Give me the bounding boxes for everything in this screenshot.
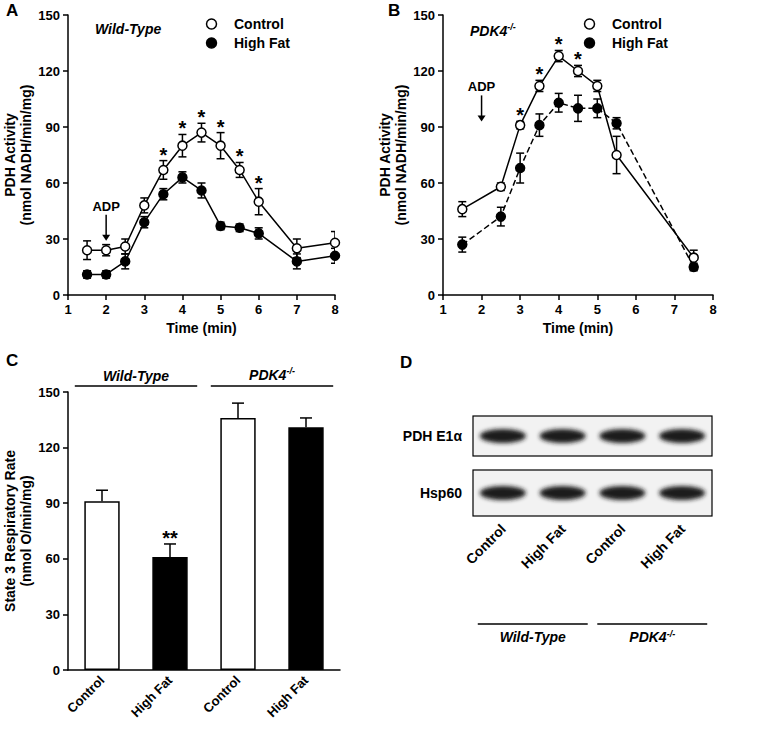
svg-text:*: * <box>555 33 563 55</box>
svg-text:150: 150 <box>413 8 435 23</box>
svg-text:150: 150 <box>38 8 60 23</box>
svg-text:Wild-Type: Wild-Type <box>103 368 169 384</box>
svg-text:2: 2 <box>103 302 110 317</box>
svg-text:State 3 Respiratory Rate: State 3 Respiratory Rate <box>2 450 18 612</box>
svg-text:7: 7 <box>293 302 300 317</box>
svg-text:D: D <box>400 353 412 372</box>
svg-text:*: * <box>179 117 187 139</box>
svg-text:30: 30 <box>46 607 60 622</box>
svg-text:60: 60 <box>46 551 60 566</box>
svg-text:120: 120 <box>413 64 435 79</box>
svg-text:120: 120 <box>38 64 60 79</box>
svg-text:B: B <box>388 1 400 20</box>
svg-text:Control: Control <box>462 521 509 568</box>
svg-text:*: * <box>236 145 244 167</box>
svg-text:(nmol O/min/mg): (nmol O/min/mg) <box>18 475 34 586</box>
svg-text:0: 0 <box>53 288 60 303</box>
svg-text:30: 30 <box>421 232 435 247</box>
svg-text:Wild-Type: Wild-Type <box>95 21 161 37</box>
svg-text:Control: Control <box>64 673 107 716</box>
svg-text:PDK4-/-: PDK4-/- <box>629 629 675 645</box>
svg-text:0: 0 <box>53 663 60 678</box>
svg-text:High Fat: High Fat <box>128 672 176 720</box>
svg-text:(nmol NADH/min/mg): (nmol NADH/min/mg) <box>18 85 34 226</box>
svg-text:-/-: -/- <box>507 22 516 32</box>
svg-text:60: 60 <box>46 176 60 191</box>
svg-text:C: C <box>6 351 18 370</box>
svg-text:*: * <box>516 104 524 126</box>
svg-text:8: 8 <box>709 302 716 317</box>
svg-text:PDH Activity: PDH Activity <box>2 113 18 197</box>
svg-text:Wild-Type: Wild-Type <box>500 629 566 645</box>
svg-text:4: 4 <box>179 302 187 317</box>
svg-text:Time (min): Time (min) <box>166 320 237 336</box>
svg-text:6: 6 <box>632 302 639 317</box>
svg-text:*: * <box>159 144 167 166</box>
svg-text:PDH E1α: PDH E1α <box>403 428 463 444</box>
svg-text:High Fat: High Fat <box>637 521 688 572</box>
svg-text:Hsp60: Hsp60 <box>420 485 462 501</box>
svg-text:120: 120 <box>38 440 60 455</box>
svg-text:0: 0 <box>428 288 435 303</box>
svg-text:Control: Control <box>612 16 662 32</box>
svg-text:*: * <box>198 106 206 128</box>
svg-text:8: 8 <box>331 302 338 317</box>
svg-text:-/-: -/- <box>286 366 295 376</box>
svg-text:4: 4 <box>555 302 563 317</box>
svg-text:5: 5 <box>594 302 601 317</box>
svg-text:PDK4: PDK4 <box>470 23 508 39</box>
svg-text:Control: Control <box>582 521 629 568</box>
svg-text:2: 2 <box>478 302 485 317</box>
svg-text:*: * <box>574 48 582 70</box>
svg-text:1: 1 <box>64 302 71 317</box>
svg-text:90: 90 <box>46 496 60 511</box>
svg-text:*: * <box>536 63 544 85</box>
svg-text:6: 6 <box>255 302 262 317</box>
svg-text:High Fat: High Fat <box>612 35 668 51</box>
svg-text:PDH Activity: PDH Activity <box>377 113 393 197</box>
svg-text:5: 5 <box>217 302 224 317</box>
svg-text:PDK4: PDK4 <box>249 367 287 383</box>
svg-text:90: 90 <box>421 120 435 135</box>
svg-text:High Fat: High Fat <box>518 521 569 572</box>
svg-text:ADP: ADP <box>92 199 120 214</box>
svg-text:30: 30 <box>46 232 60 247</box>
svg-text:(nmol NADH/min/mg): (nmol NADH/min/mg) <box>393 85 409 226</box>
svg-text:150: 150 <box>38 385 60 400</box>
svg-text:Control: Control <box>200 673 243 716</box>
svg-text:ADP: ADP <box>468 79 496 94</box>
svg-text:High Fat: High Fat <box>264 672 312 720</box>
svg-text:7: 7 <box>671 302 678 317</box>
svg-text:1: 1 <box>439 302 446 317</box>
svg-text:Control: Control <box>234 16 284 32</box>
svg-text:High Fat: High Fat <box>234 35 290 51</box>
svg-text:**: ** <box>162 527 178 549</box>
svg-text:3: 3 <box>517 302 524 317</box>
svg-text:*: * <box>255 172 263 194</box>
svg-text:3: 3 <box>141 302 148 317</box>
svg-text:90: 90 <box>46 120 60 135</box>
svg-text:*: * <box>217 116 225 138</box>
svg-text:A: A <box>6 1 18 20</box>
svg-text:Time (min): Time (min) <box>543 320 614 336</box>
svg-text:60: 60 <box>421 176 435 191</box>
